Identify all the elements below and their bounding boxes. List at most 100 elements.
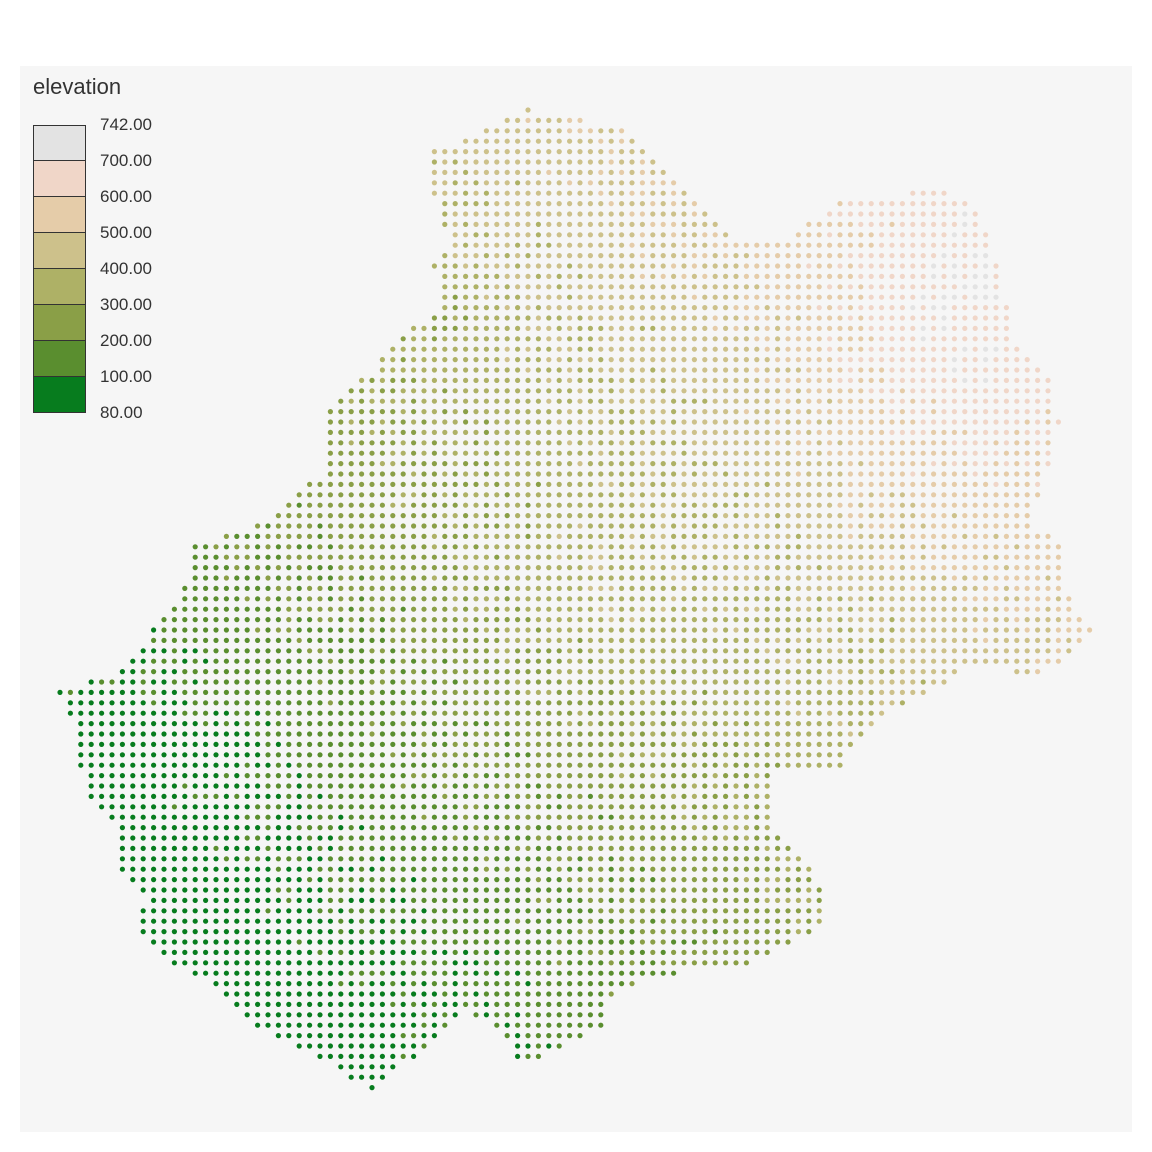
elevation-point	[806, 606, 812, 612]
elevation-point	[275, 648, 281, 654]
elevation-point	[431, 315, 437, 321]
elevation-point	[577, 835, 583, 841]
elevation-point	[899, 585, 906, 592]
elevation-point	[411, 440, 417, 446]
elevation-point	[972, 367, 978, 373]
elevation-point	[587, 388, 594, 394]
elevation-point	[473, 513, 479, 519]
elevation-point	[972, 346, 978, 352]
elevation-point	[192, 679, 198, 685]
elevation-point	[317, 877, 323, 883]
elevation-point	[567, 346, 573, 352]
elevation-point	[567, 918, 573, 924]
elevation-point	[754, 367, 760, 373]
elevation-point	[951, 367, 958, 373]
elevation-point	[691, 565, 698, 571]
elevation-point	[463, 752, 469, 758]
elevation-point	[307, 533, 313, 540]
elevation-point	[702, 471, 708, 477]
elevation-point	[754, 658, 760, 664]
elevation-point	[452, 679, 458, 685]
elevation-point	[681, 897, 687, 904]
elevation-point	[286, 908, 292, 914]
elevation-point	[151, 658, 157, 664]
elevation-point	[244, 648, 250, 654]
elevation-point	[671, 492, 677, 498]
elevation-point	[816, 700, 822, 706]
elevation-point	[598, 918, 604, 924]
elevation-point	[400, 367, 406, 373]
elevation-point	[556, 544, 562, 550]
elevation-point	[660, 637, 666, 644]
elevation-point	[972, 429, 978, 435]
elevation-point	[535, 221, 542, 227]
elevation-point	[577, 429, 583, 435]
elevation-point	[764, 783, 770, 789]
elevation-point	[244, 585, 250, 592]
elevation-point	[463, 585, 469, 592]
elevation-point	[879, 565, 885, 571]
elevation-point	[390, 658, 396, 664]
elevation-point	[255, 544, 261, 550]
elevation-point	[556, 835, 562, 841]
elevation-point	[244, 741, 250, 748]
elevation-point	[234, 908, 240, 914]
elevation-point	[847, 648, 854, 654]
elevation-point	[764, 804, 770, 810]
elevation-point	[244, 783, 250, 789]
elevation-point	[327, 731, 333, 737]
elevation-point	[629, 502, 635, 508]
elevation-point	[442, 273, 448, 279]
elevation-point	[296, 793, 302, 800]
elevation-point	[255, 606, 261, 612]
elevation-point	[650, 190, 656, 196]
elevation-point	[275, 689, 281, 696]
elevation-point	[515, 180, 521, 186]
elevation-point	[494, 741, 500, 748]
elevation-point	[983, 554, 989, 560]
elevation-point	[390, 877, 396, 883]
elevation-point	[972, 377, 978, 383]
elevation-point	[411, 367, 417, 373]
elevation-point	[941, 211, 947, 217]
elevation-point	[452, 336, 458, 342]
elevation-point	[671, 481, 677, 487]
elevation-point	[577, 117, 583, 123]
elevation-point	[629, 565, 635, 571]
elevation-point	[993, 305, 999, 311]
elevation-point	[754, 481, 760, 487]
elevation-point	[619, 596, 625, 602]
elevation-point	[203, 679, 209, 685]
elevation-point	[348, 388, 354, 394]
elevation-point	[920, 419, 926, 425]
elevation-point	[910, 190, 916, 196]
elevation-point	[494, 429, 500, 435]
elevation-point	[275, 835, 281, 841]
elevation-point	[494, 492, 500, 498]
elevation-point	[733, 658, 739, 664]
elevation-point	[151, 679, 157, 685]
elevation-point	[161, 773, 167, 779]
elevation-point	[598, 481, 604, 487]
elevation-point	[785, 658, 791, 664]
elevation-point	[171, 721, 177, 727]
elevation-point	[639, 773, 646, 779]
elevation-point	[671, 596, 677, 602]
elevation-point	[733, 669, 739, 675]
elevation-point	[1003, 315, 1010, 321]
elevation-point	[525, 731, 531, 737]
elevation-point	[889, 481, 895, 487]
elevation-point	[816, 669, 822, 675]
elevation-point	[691, 315, 698, 321]
elevation-point	[452, 710, 458, 716]
elevation-point	[161, 897, 167, 904]
elevation-point	[733, 908, 739, 914]
elevation-point	[993, 575, 999, 581]
elevation-point	[972, 211, 978, 217]
elevation-point	[515, 481, 521, 487]
elevation-point	[567, 523, 573, 529]
elevation-point	[972, 658, 978, 664]
elevation-point	[951, 315, 958, 321]
elevation-point	[286, 658, 292, 664]
elevation-point	[931, 637, 937, 644]
